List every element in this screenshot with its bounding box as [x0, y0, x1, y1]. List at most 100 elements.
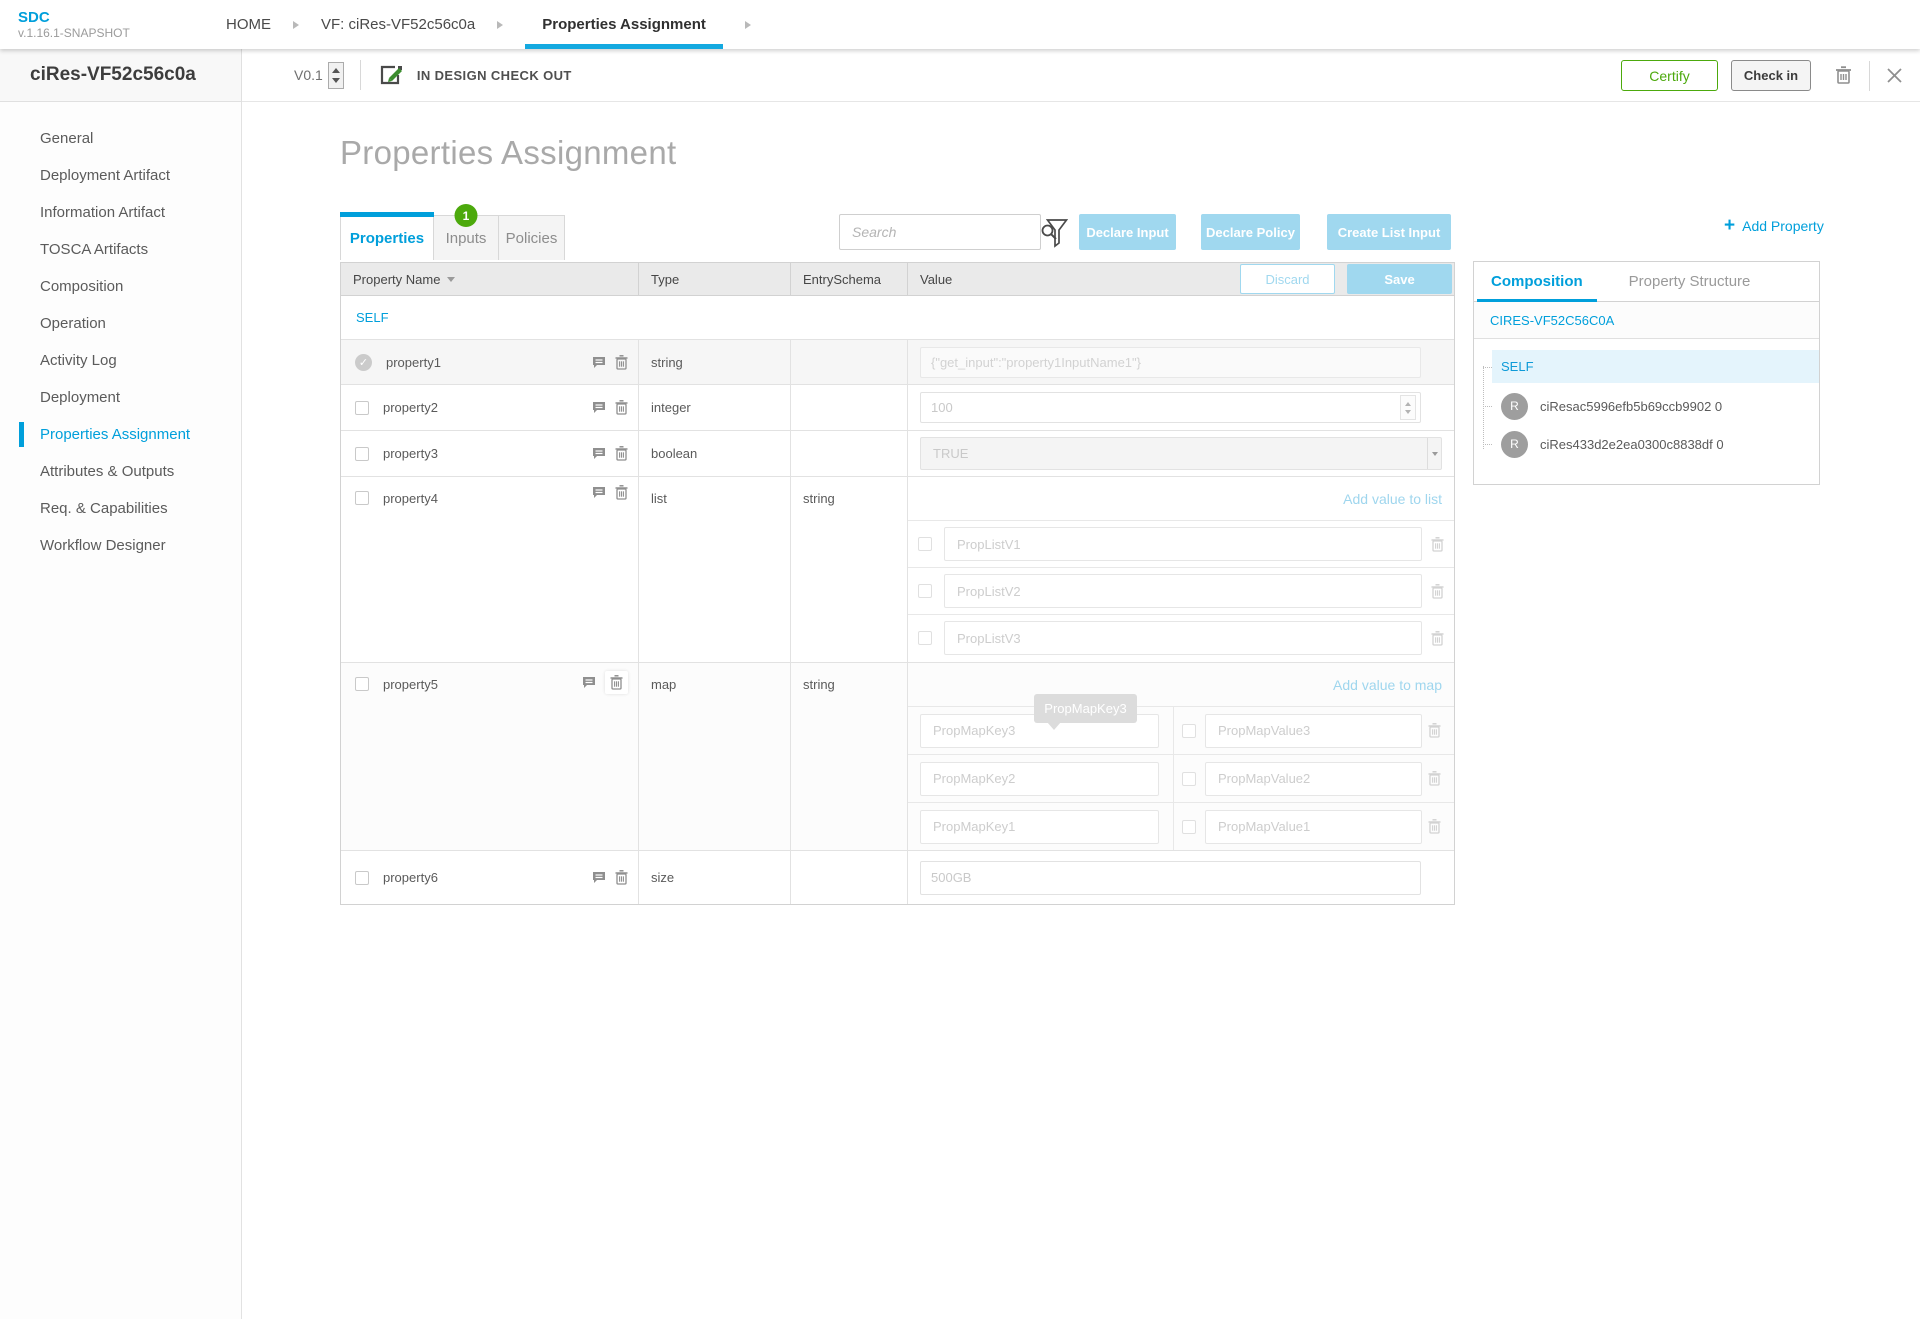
list-item-checkbox[interactable]: [918, 631, 932, 645]
trash-icon[interactable]: [1431, 630, 1444, 646]
delete-icon[interactable]: [1835, 66, 1852, 85]
row-checkbox[interactable]: [355, 446, 369, 461]
tree-item-resource[interactable]: R ciRes433d2e2ea0300c8838df 0: [1483, 429, 1819, 459]
trash-icon[interactable]: [615, 870, 628, 885]
tab-inputs[interactable]: 1 Inputs: [434, 204, 499, 260]
sidebar-item-deployment-artifact[interactable]: Deployment Artifact: [40, 167, 171, 184]
property-name-cell: property2: [341, 385, 639, 430]
breadcrumb-vf[interactable]: VF: ciRes-VF52c56c0a: [321, 16, 476, 33]
add-value-to-map-link[interactable]: Add value to map: [1333, 676, 1442, 693]
top-bar: SDC v.1.16.1-SNAPSHOT HOME VF: ciRes-VF5…: [0, 0, 1920, 49]
sidebar-item-req-capabilities[interactable]: Req. & Capabilities: [40, 500, 168, 517]
column-header-property-name[interactable]: Property Name: [341, 263, 639, 295]
trash-icon[interactable]: [1428, 771, 1441, 786]
group-row-self[interactable]: SELF: [341, 296, 1454, 340]
tree-item-label: ciRes433d2e2ea0300c8838df 0: [1540, 436, 1724, 452]
number-stepper-icon[interactable]: [1400, 395, 1416, 420]
table-row: property6 size: [341, 851, 1454, 904]
list-item-checkbox[interactable]: [918, 537, 932, 551]
property-type: integer: [639, 385, 791, 430]
property3-value-select[interactable]: TRUE: [920, 437, 1442, 470]
property-entry-schema: [791, 385, 908, 430]
map-value-input[interactable]: [1205, 713, 1422, 748]
list-item-checkbox[interactable]: [918, 584, 932, 598]
sidebar-item-information-artifact[interactable]: Information Artifact: [40, 204, 166, 221]
property-name: property2: [383, 400, 438, 415]
certify-button[interactable]: Certify: [1621, 60, 1718, 91]
comment-icon[interactable]: [582, 676, 596, 689]
comment-icon[interactable]: [592, 356, 606, 369]
trash-icon[interactable]: [615, 446, 628, 461]
trash-icon[interactable]: [1431, 536, 1444, 552]
filter-icon[interactable]: [1046, 218, 1068, 248]
tab-bar: Properties 1 Inputs Policies: [340, 204, 565, 260]
map-entry-row: [908, 754, 1454, 802]
map-key-input[interactable]: [920, 809, 1159, 844]
list-value-input[interactable]: [944, 574, 1422, 608]
divider: [1869, 60, 1870, 91]
map-key-input[interactable]: [920, 761, 1159, 796]
declare-input-button[interactable]: Declare Input: [1079, 214, 1176, 250]
create-list-input-button[interactable]: Create List Input: [1327, 214, 1451, 250]
tree-line: [1483, 366, 1484, 449]
comment-icon[interactable]: [592, 871, 606, 884]
row-checkbox[interactable]: [355, 491, 369, 505]
sidebar-item-workflow-designer[interactable]: Workflow Designer: [40, 537, 166, 554]
tab-property-structure[interactable]: Property Structure: [1628, 273, 1751, 290]
comment-icon[interactable]: [592, 401, 606, 414]
discard-button[interactable]: Discard: [1240, 264, 1335, 294]
table-row: property2 integer: [341, 385, 1454, 431]
trash-icon[interactable]: [1428, 723, 1441, 738]
sidebar-item-deployment[interactable]: Deployment: [40, 389, 121, 406]
trash-icon[interactable]: [1428, 819, 1441, 834]
property1-value-input[interactable]: [920, 346, 1421, 378]
trash-icon[interactable]: [1431, 583, 1444, 599]
add-property-button[interactable]: + Add Property: [1724, 216, 1824, 235]
map-value-input[interactable]: [1205, 761, 1422, 796]
map-value-input[interactable]: [1205, 809, 1422, 844]
sdc-logo[interactable]: SDC v.1.16.1-SNAPSHOT: [18, 9, 186, 40]
sidebar-item-activity-log[interactable]: Activity Log: [40, 352, 117, 369]
row-checkbox[interactable]: [355, 400, 369, 415]
trash-icon[interactable]: [615, 485, 628, 500]
check-in-button[interactable]: Check in: [1731, 60, 1811, 91]
sidebar-item-tosca-artifacts[interactable]: TOSCA Artifacts: [40, 241, 149, 258]
tab-policies[interactable]: Policies: [499, 215, 565, 260]
map-item-checkbox[interactable]: [1182, 771, 1196, 786]
composition-root[interactable]: CIRES-VF52C56C0A: [1474, 302, 1819, 339]
sidebar-item-properties-assignment[interactable]: Properties Assignment: [0, 416, 241, 453]
map-item-checkbox[interactable]: [1182, 723, 1196, 738]
tree-line: [1483, 366, 1492, 368]
sidebar-item-general[interactable]: General: [40, 130, 94, 147]
sidebar-item-composition[interactable]: Composition: [40, 278, 124, 295]
property6-value-input[interactable]: [920, 860, 1421, 895]
list-value-input[interactable]: [944, 621, 1422, 655]
list-value-input[interactable]: [944, 527, 1422, 561]
comment-icon[interactable]: [592, 486, 606, 499]
tree-item-resource[interactable]: R ciResac5996efb5b69ccb9902 0: [1483, 391, 1819, 421]
breadcrumb-properties-assignment[interactable]: Properties Assignment: [525, 0, 723, 49]
trash-icon[interactable]: [605, 671, 628, 694]
comment-icon[interactable]: [592, 447, 606, 460]
map-item-checkbox[interactable]: [1182, 819, 1196, 834]
search-input[interactable]: [840, 224, 1041, 240]
property2-value-input[interactable]: [920, 392, 1421, 423]
trash-icon[interactable]: [615, 354, 628, 370]
save-button[interactable]: Save: [1347, 264, 1452, 294]
sidebar-item-attributes-outputs[interactable]: Attributes & Outputs: [40, 463, 175, 480]
close-icon[interactable]: [1887, 68, 1902, 83]
tree-line: [1483, 406, 1492, 407]
property-entry-schema: [791, 851, 908, 904]
tab-composition[interactable]: Composition: [1477, 262, 1597, 302]
add-value-to-list-link[interactable]: Add value to list: [1343, 490, 1442, 507]
breadcrumb-home[interactable]: HOME: [226, 16, 271, 33]
trash-icon[interactable]: [615, 400, 628, 415]
version-selector[interactable]: [327, 61, 344, 89]
properties-table: Property Name Type EntrySchema Value Dis…: [340, 262, 1455, 905]
sidebar-item-operation[interactable]: Operation: [40, 315, 106, 332]
tab-properties[interactable]: Properties: [340, 212, 434, 260]
declare-policy-button[interactable]: Declare Policy: [1201, 214, 1300, 250]
row-checkbox[interactable]: [355, 677, 369, 691]
row-checkbox[interactable]: [355, 870, 369, 885]
tree-item-self[interactable]: SELF: [1483, 350, 1819, 383]
